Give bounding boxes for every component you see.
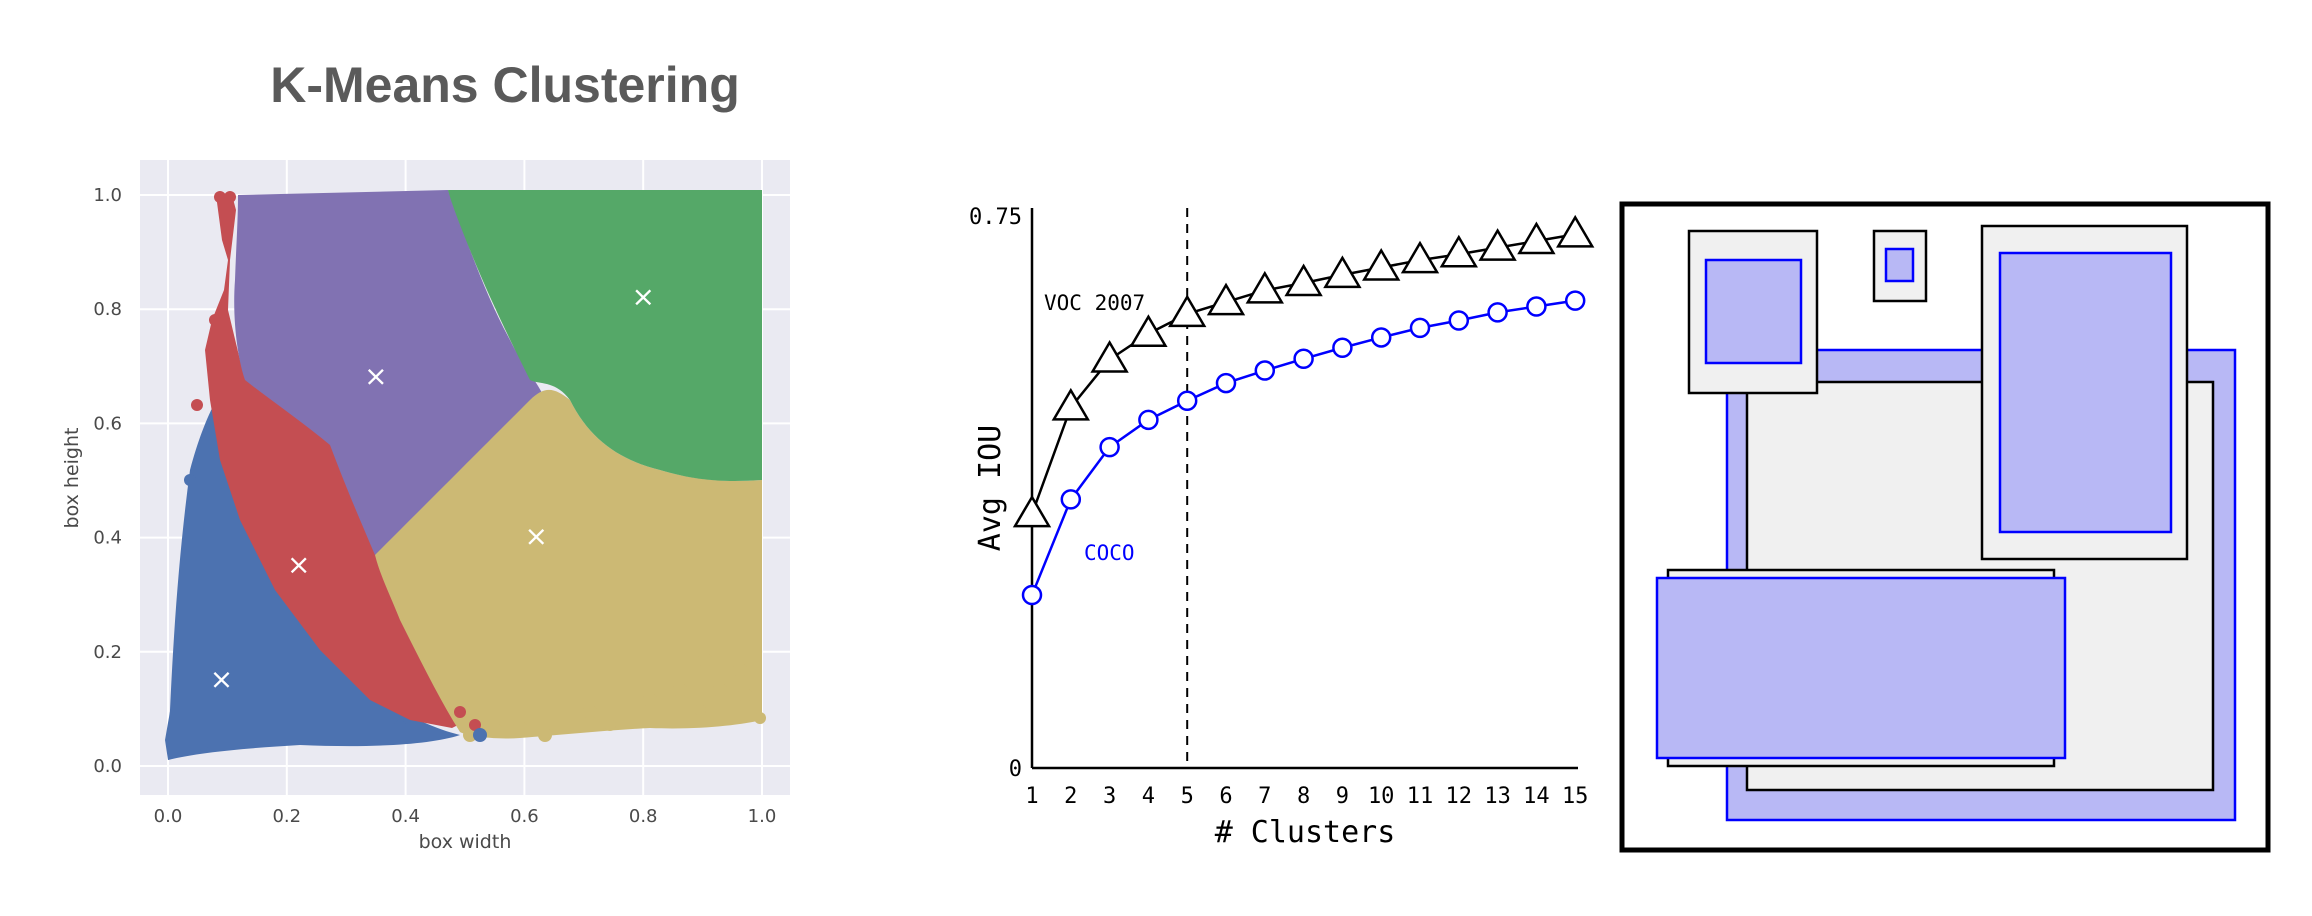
kmeans-chart: K-Means Clustering × × × × × 0.0 0.2 0.4 0.6 0.8… — [61, 57, 790, 853]
coco-point — [1176, 390, 1198, 411]
cluster-scatter-dots — [184, 191, 766, 742]
coco-point — [1293, 348, 1314, 370]
kmeans-y-tick: 0.6 — [93, 413, 122, 434]
iou-x-tick: 10 — [1368, 784, 1395, 809]
voc-point — [1051, 387, 1090, 421]
iou-y-tick: 0 — [1009, 757, 1022, 782]
iou-x-tick: 14 — [1523, 784, 1550, 809]
prior-box-tall — [1998, 251, 2173, 534]
cluster-region-1-tail — [165, 405, 238, 760]
prior-box-small — [1884, 247, 1915, 283]
voc-point — [1168, 294, 1207, 328]
iou-x-tick: 3 — [1103, 784, 1116, 809]
coco-point — [1099, 436, 1120, 458]
kmeans-cluster-regions — [165, 190, 766, 760]
coco-point — [1448, 310, 1470, 331]
kmeans-x-tick: 0.0 — [154, 806, 183, 827]
iou-x-tick: 6 — [1219, 784, 1232, 809]
voc-point — [1245, 270, 1284, 304]
iou-x-axis-label: # Clusters — [1215, 815, 1396, 850]
iou-x-tick: 1 — [1025, 784, 1038, 809]
voc-point — [1206, 282, 1246, 316]
voc-point — [1439, 234, 1478, 268]
centroid-marker-4: × — [525, 520, 548, 553]
iou-y-axis-label: Avg IOU — [973, 425, 1008, 551]
kmeans-x-tick: 0.6 — [510, 806, 539, 827]
voc-point — [1478, 228, 1517, 261]
coco-point — [1138, 409, 1159, 431]
coco-point — [1526, 296, 1547, 317]
centroid-marker-2: × — [287, 548, 310, 581]
coco-point — [1021, 584, 1043, 606]
iou-series-label-voc: VOC 2007 — [1044, 291, 1145, 315]
voc-point — [1129, 314, 1168, 348]
prior-box-square — [1704, 258, 1803, 365]
kmeans-tick-labels: 0.0 0.2 0.4 0.6 0.8 1.0 0.0 0.2 0.4 0.6 0.8 1.0 — [93, 185, 776, 827]
iou-x-tick: 9 — [1336, 784, 1349, 809]
coco-point — [1060, 489, 1082, 510]
coco-point — [1409, 317, 1431, 339]
kmeans-y-tick: 1.0 — [93, 185, 122, 206]
iou-x-tick: 2 — [1064, 784, 1077, 809]
coco-point — [1564, 290, 1586, 311]
iou-y-tick-labels: 00.75 — [969, 205, 1022, 782]
prior-boxes-diagram — [1619, 201, 2271, 853]
iou-x-tick-labels: 1 2 3 4 5 6 7 8 9 10 11 12 13 14 15 — [1025, 784, 1588, 809]
centroid-marker-1: × — [210, 662, 233, 695]
iou-series — [1012, 214, 1595, 606]
voc-point — [1517, 221, 1556, 255]
voc-point — [1012, 494, 1052, 528]
kmeans-x-tick: 0.2 — [272, 806, 301, 827]
coco-point — [1370, 327, 1392, 348]
kmeans-x-tick: 1.0 — [748, 806, 777, 827]
centroid-marker-3: × — [364, 360, 387, 393]
cluster-region-4 — [375, 389, 762, 739]
kmeans-centroids: × × × × × — [210, 280, 655, 696]
voc-point — [1400, 240, 1440, 274]
iou-x-tick: 8 — [1297, 784, 1310, 809]
cluster-region-1 — [168, 400, 460, 760]
iou-x-tick: 15 — [1562, 784, 1589, 809]
voc-point — [1362, 248, 1401, 281]
iou-series-label-coco: COCO — [1084, 541, 1135, 565]
coco-point — [1215, 372, 1237, 394]
kmeans-y-tick: 0.2 — [93, 642, 122, 663]
kmeans-x-axis-label: box width — [419, 831, 512, 853]
kmeans-y-tick: 0.8 — [93, 299, 122, 320]
iou-x-tick: 4 — [1142, 784, 1155, 809]
iou-x-tick: 11 — [1407, 784, 1434, 809]
voc-point — [1284, 263, 1323, 297]
voc-point — [1323, 255, 1362, 289]
kmeans-y-tick: 0.4 — [93, 528, 122, 549]
cluster-region-5 — [448, 190, 762, 481]
kmeans-x-tick: 0.8 — [629, 806, 658, 827]
iou-x-tick: 7 — [1258, 784, 1271, 809]
coco-point — [1487, 302, 1508, 323]
coco-point — [1254, 360, 1276, 381]
kmeans-y-axis-label: box height — [61, 428, 83, 529]
centroid-marker-5: × — [631, 280, 654, 313]
kmeans-y-tick: 0.0 — [93, 756, 122, 777]
iou-chart: 00.75 1 2 3 4 5 6 7 8 9 10 11 12 13 14 15 VOC 2007 COC… — [969, 205, 1595, 850]
voc-point — [1556, 214, 1595, 248]
iou-x-tick: 12 — [1446, 784, 1473, 809]
iou-y-tick: 0.75 — [969, 205, 1022, 230]
voc-point — [1090, 340, 1129, 373]
iou-x-tick: 5 — [1181, 784, 1194, 809]
kmeans-x-tick: 0.4 — [391, 806, 420, 827]
iou-x-tick: 13 — [1484, 784, 1511, 809]
kmeans-title: K-Means Clustering — [270, 57, 740, 113]
coco-point — [1332, 337, 1353, 358]
prior-box-wide — [1655, 576, 2067, 760]
